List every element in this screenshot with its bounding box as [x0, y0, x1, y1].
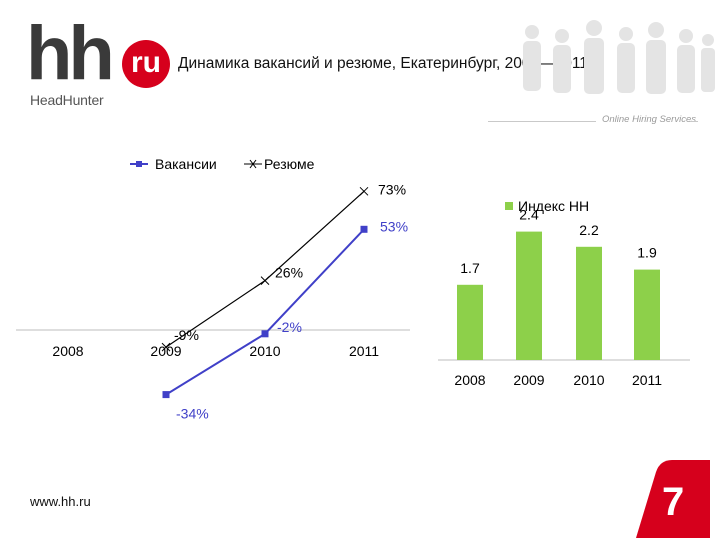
line-x-tick-label: 2010 [249, 343, 280, 359]
legend-resumes-marker [249, 159, 257, 169]
vacancies-point [360, 225, 368, 233]
legend-index-marker [505, 202, 513, 210]
index-bar-label: 1.7 [460, 260, 480, 276]
resumes-point [359, 186, 369, 196]
index-bar [576, 246, 602, 360]
index-bar-label: 1.9 [637, 245, 657, 261]
line-x-tick-label: 2008 [52, 343, 83, 359]
resumes-line [165, 190, 365, 348]
legend-resumes-label: Резюме [264, 156, 315, 172]
vacancies-data-label: 53% [380, 218, 408, 234]
people-silhouettes-icon [523, 20, 715, 94]
slide-title: Динамика вакансий и резюме, Екатеринбург… [178, 55, 601, 72]
logo-hh-text: hh [26, 11, 115, 96]
bar-x-tick-label: 2009 [513, 372, 544, 388]
line-x-tick-label: 2009 [150, 343, 181, 359]
bar-x-tick-label: 2008 [454, 372, 485, 388]
resumes-point [161, 342, 171, 352]
index-bar-label: 2.2 [579, 222, 599, 238]
resumes-data-label: 26% [275, 265, 303, 281]
resumes-data-label: 73% [378, 181, 406, 197]
page-number: 7 [662, 480, 685, 524]
bar-chart-legend: Индекс HH [505, 198, 589, 214]
line-x-tick-label: 2011 [349, 343, 379, 359]
vacancies-point [162, 391, 170, 399]
bar-x-tick-label: 2010 [573, 372, 604, 388]
footer-url-link[interactable]: www.hh.ru [30, 494, 91, 509]
vacancies-data-label: -2% [277, 319, 302, 335]
index-bar [634, 269, 660, 360]
resumes-point [260, 276, 270, 285]
tagline: Online Hiring Services [602, 114, 696, 125]
legend-vacancies-marker [136, 161, 142, 167]
logo-ru-badge: ru [122, 40, 170, 88]
vacancies-point [261, 330, 269, 338]
line-chart-legend: Вакансии Резюме [130, 156, 315, 172]
resumes-data-label: -9% [174, 327, 199, 343]
bar-x-tick-label: 2011 [632, 372, 662, 388]
tagline-divider-end [690, 121, 698, 122]
index-bar [457, 284, 483, 360]
index-bar [516, 231, 542, 360]
legend-index-label: Индекс HH [518, 198, 589, 214]
vacancies-data-label: -34% [176, 406, 209, 422]
legend-vacancies-label: Вакансии [155, 156, 217, 172]
headhunter-logo[interactable]: hh ru HeadHunter [26, 16, 170, 108]
vacancies-line [165, 228, 365, 396]
tagline-divider [488, 121, 596, 122]
logo-subtitle: HeadHunter [30, 92, 104, 108]
page-number-badge [636, 460, 710, 538]
index-bar-label: 2.4 [519, 207, 539, 223]
